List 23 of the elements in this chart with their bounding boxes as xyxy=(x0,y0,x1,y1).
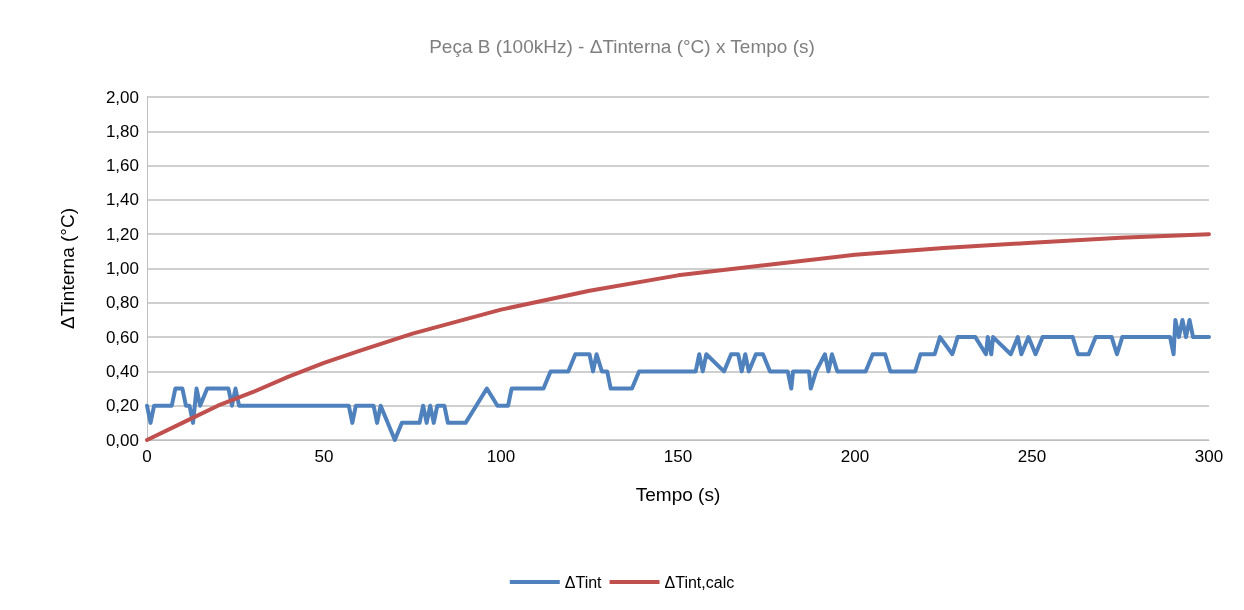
y-tick-label: 0,60 xyxy=(105,327,139,347)
y-tick-label: 2,00 xyxy=(105,87,139,107)
y-tick-label: 1,60 xyxy=(105,156,139,176)
x-tick-label: 300 xyxy=(1194,447,1224,466)
y-tick-label: 1,80 xyxy=(105,121,139,141)
x-tick-label: 100 xyxy=(486,447,516,466)
y-axis-title: ΔTinterna (°C) xyxy=(57,208,78,329)
x-tick-label: 250 xyxy=(1017,447,1047,466)
chart-title: Peça B (100kHz) - ΔTinterna (°C) x Tempo (s) xyxy=(429,36,815,57)
x-tick-label: 50 xyxy=(314,447,334,466)
y-tick-label: 0,40 xyxy=(105,361,139,381)
x-tick-label: 200 xyxy=(840,447,870,466)
legend-label: ΔTint,calc xyxy=(664,573,735,591)
x-tick-label: 0 xyxy=(142,447,152,466)
x-tick-label: 150 xyxy=(663,447,693,466)
y-tick-label: 1,20 xyxy=(105,224,139,244)
x-axis-title: Tempo (s) xyxy=(635,484,721,505)
y-tick-label: 0,20 xyxy=(105,396,139,416)
y-tick-label: 0,00 xyxy=(105,430,139,450)
legend-label: ΔTint xyxy=(564,573,603,591)
y-tick-label: 0,80 xyxy=(105,293,139,313)
y-tick-label: 1,00 xyxy=(105,259,139,278)
y-tick-label: 1,40 xyxy=(105,190,139,210)
